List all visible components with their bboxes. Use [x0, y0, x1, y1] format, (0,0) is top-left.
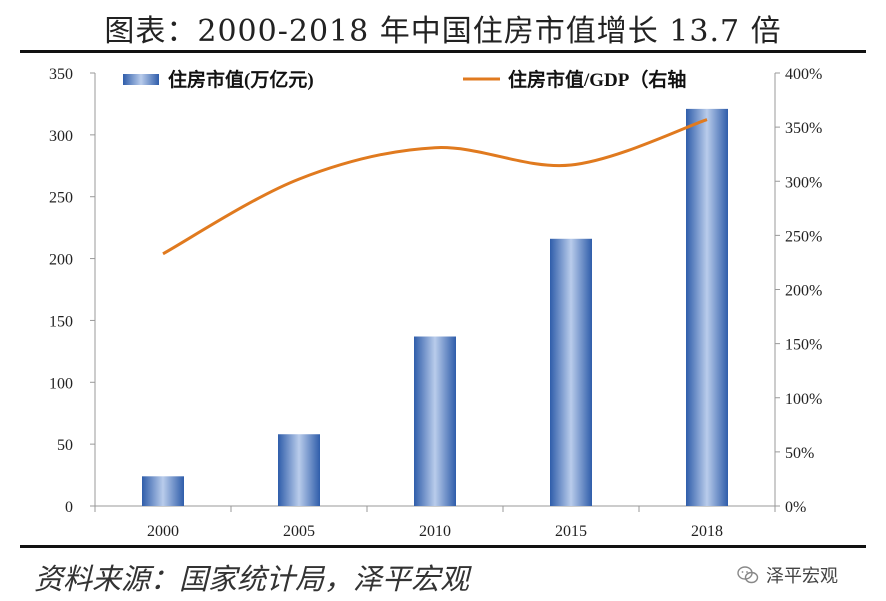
legend-bar-label: 住房市值(万亿元) — [168, 68, 314, 91]
left-tick-label: 350 — [49, 66, 73, 83]
right-tick-label: 200% — [785, 283, 822, 300]
x-tick-label: 2005 — [283, 523, 315, 540]
left-tick-label: 300 — [49, 128, 73, 145]
chart-legend: 住房市值(万亿元) 住房市值/GDP（右轴 — [123, 68, 686, 91]
bar — [278, 434, 320, 506]
left-tick-label: 150 — [49, 313, 73, 330]
brand-watermark: 泽平宏观 — [736, 562, 838, 588]
bar — [686, 108, 728, 507]
x-tick-label: 2010 — [419, 523, 451, 540]
legend-line-label: 住房市值/GDP（右轴 — [508, 68, 686, 91]
source-note: 资料来源：国家统计局，泽平宏观 — [34, 562, 470, 596]
left-tick-label: 200 — [49, 252, 73, 269]
ratio-line — [162, 118, 708, 256]
left-tick-label: 0 — [65, 499, 73, 516]
top-divider — [20, 50, 866, 53]
chart-axes: 0 50 100 150 200 250 300 350 0% 50% 100% 150% 200% 25… — [49, 66, 822, 540]
right-tick-label: 150% — [785, 337, 822, 354]
x-tick-label: 2000 — [147, 523, 179, 540]
right-tick-label: 300% — [785, 174, 822, 191]
bar-series — [142, 108, 728, 507]
right-tick-label: 50% — [785, 445, 814, 462]
wechat-icon — [737, 566, 759, 584]
brand-name: 泽平宏观 — [766, 566, 838, 587]
left-tick-label: 250 — [49, 190, 73, 207]
bar — [414, 336, 456, 506]
bar — [142, 476, 184, 506]
left-tick-label: 50 — [57, 437, 73, 454]
chart-canvas: 0 50 100 150 200 250 300 350 0% 50% 100% 150% 200% 25… — [49, 66, 822, 540]
left-tick-label: 100 — [49, 375, 73, 392]
right-tick-label: 100% — [785, 391, 822, 408]
right-tick-label: 250% — [785, 228, 822, 245]
x-tick-label: 2018 — [691, 523, 723, 540]
right-tick-label: 0% — [785, 499, 806, 516]
right-tick-label: 350% — [785, 120, 822, 137]
right-tick-label: 400% — [785, 66, 822, 83]
legend-bar-swatch — [123, 74, 159, 85]
bottom-divider — [20, 545, 866, 548]
bar — [550, 238, 592, 506]
x-tick-label: 2015 — [555, 523, 587, 540]
line-series — [162, 118, 708, 256]
chart-title: 图表：2000-2018 年中国住房市值增长 13.7 倍 — [104, 14, 782, 49]
